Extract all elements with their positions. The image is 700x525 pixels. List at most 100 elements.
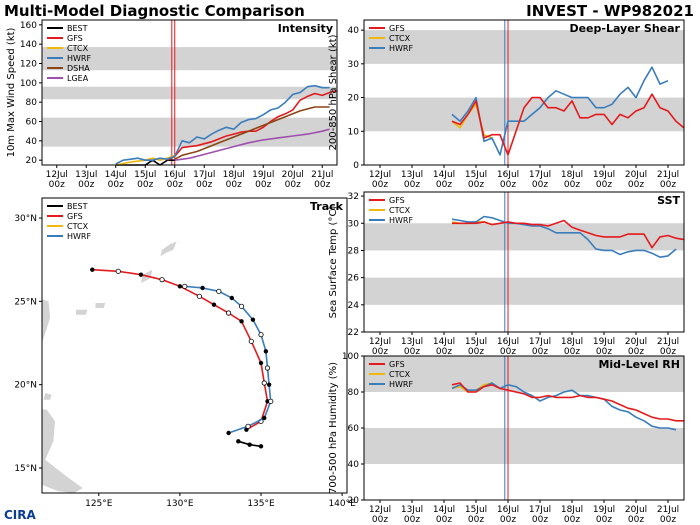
intensity-xtick-label: 00z (196, 180, 212, 190)
rh-xtick-label: 00z (564, 515, 580, 525)
land-amami (165, 241, 177, 253)
shear-xtick-label: 00z (564, 180, 580, 190)
sst-ytick-label: 28 (348, 246, 360, 256)
track-ytick-label: 15°N (14, 464, 37, 474)
land-babuyan (43, 393, 52, 400)
track-point-gfs (248, 338, 254, 344)
track-point-hwrf (258, 332, 264, 338)
track-xtick-label: 130°E (166, 499, 194, 509)
rh-ylabel: 700-500 hPa Humidity (%) (328, 362, 339, 494)
intensity-ylabel: 10m Max Wind Speed (kt) (6, 27, 17, 157)
intensity-xtick-label: 17Jul (193, 170, 215, 180)
rh-xtick-label: 17Jul (529, 505, 551, 515)
track-point-gfs (261, 380, 267, 386)
rh-legend-label: HWRF (389, 380, 413, 389)
intensity-band (42, 47, 337, 71)
intensity-legend-label: BEST (67, 24, 88, 33)
intensity-xtick-label: 18Jul (223, 170, 245, 180)
sst-xtick-label: 21Jul (657, 337, 679, 347)
intensity-series-dsha (174, 106, 330, 160)
shear-legend-label: CTCX (389, 34, 411, 43)
intensity-xtick-label: 00z (137, 180, 153, 190)
track-point-hwrf (229, 295, 235, 301)
track-point-gfs (159, 277, 165, 283)
intensity-xtick-label: 15Jul (134, 170, 156, 180)
sst-legend-label: HWRF (389, 216, 413, 225)
track-hwrf (184, 285, 272, 434)
sst-xtick-label: 00z (372, 347, 388, 357)
track-point-hwrf (216, 288, 222, 294)
sst-ylabel: Sea Surface Temp (°C) (328, 206, 339, 319)
rh-xtick-label: 00z (500, 515, 516, 525)
rh-series-gfs (451, 382, 684, 422)
sst-legend-label: CTCX (389, 206, 411, 215)
sst-ytick-label: 32 (348, 192, 359, 202)
shear-xtick-label: 12Jul (369, 170, 391, 180)
storm-id: INVEST - WP982021 (526, 2, 694, 20)
sst-xtick-label: 00z (660, 347, 676, 357)
shear-ytick-label: 10 (348, 127, 360, 137)
intensity-ytick-label: 80 (26, 98, 38, 108)
shear-frame (363, 19, 685, 166)
shear-series-hwrf (451, 66, 669, 156)
track-legend-label: HWRF (67, 232, 91, 241)
header-title: Multi-Model Diagnostic Comparison (4, 2, 305, 20)
rh-xtick-label: 00z (468, 515, 484, 525)
track-legend-label: BEST (67, 202, 88, 211)
intensity-xtick-label: 00z (314, 180, 330, 190)
intensity-xtick-label: 00z (167, 180, 183, 190)
track-point-hwrf (263, 349, 269, 354)
track-point-hwrf (182, 283, 188, 289)
intensity-xtick-label: 16Jul (164, 170, 186, 180)
track-legend-label: GFS (67, 212, 83, 221)
intensity-xtick-label: 12Jul (46, 170, 68, 180)
rh-legend-label: CTCX (389, 370, 411, 379)
sst-xtick-label: 12Jul (369, 337, 391, 347)
rh-ytick-label: 40 (348, 460, 360, 470)
intensity-ytick-label: 60 (26, 118, 38, 128)
shear-xtick-label: 00z (596, 180, 612, 190)
track-title: Track (310, 200, 344, 213)
intensity-ytick-label: 40 (26, 137, 38, 147)
rh-series-ctcx (451, 382, 493, 393)
intensity-ytick-label: 120 (20, 60, 37, 70)
rh-ytick-label: 100 (342, 352, 359, 362)
track-point-gfs (177, 284, 183, 289)
sst-xtick-label: 18Jul (561, 337, 583, 347)
intensity-series-lgea (174, 128, 330, 161)
shear-xtick-label: 00z (500, 180, 516, 190)
track-legend-label: CTCX (67, 222, 89, 231)
track-point-hwrf (262, 415, 267, 421)
intensity-ytick-label: 20 (26, 156, 38, 166)
track-map (42, 241, 274, 493)
track-point-hwrf (250, 317, 256, 322)
track-point-best (258, 444, 264, 449)
track-point-gfs (258, 360, 264, 366)
track-point-hwrf (266, 382, 272, 387)
shear-ylabel: 200-850 hPa Shear (kt) (328, 34, 339, 150)
intensity-xtick-label: 20Jul (282, 170, 304, 180)
rh-xtick-label: 00z (532, 515, 548, 525)
intensity-legend-label: CTCX (67, 44, 89, 53)
rh-xtick-label: 00z (372, 515, 388, 525)
sst-ytick-label: 26 (348, 274, 360, 284)
land-luzon (42, 409, 83, 493)
intensity-xtick-label: 00z (49, 180, 65, 190)
rh-xtick-label: 15Jul (465, 505, 487, 515)
rh-ytick-label: 20 (348, 496, 360, 506)
track-xtick-label: 125°E (85, 499, 113, 509)
rh-xtick-label: 00z (596, 515, 612, 525)
intensity-series-hwrf (115, 84, 330, 165)
land-miyako (95, 303, 106, 308)
intensity-ytick-label: 160 (20, 21, 37, 31)
rh-xtick-label: 12Jul (369, 505, 391, 515)
shear-xtick-label: 00z (436, 180, 452, 190)
cira-logo: CIRA (4, 508, 36, 522)
track-xtick-label: 140°E (328, 499, 356, 509)
shear-series-gfs (451, 93, 685, 156)
shear-ytick-label: 20 (348, 94, 360, 104)
shear-xtick-label: 19Jul (593, 170, 615, 180)
sst-xtick-label: 00z (532, 347, 548, 357)
sst-xtick-label: 14Jul (433, 337, 455, 347)
